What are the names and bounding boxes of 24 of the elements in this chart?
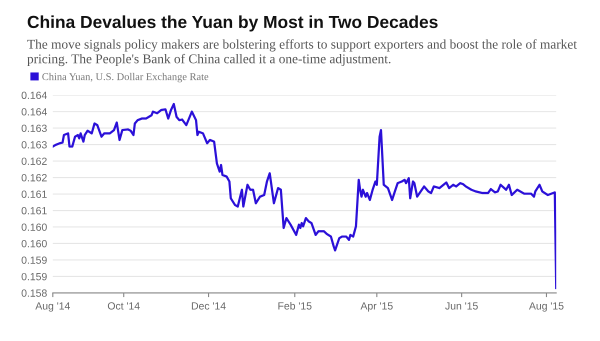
x-tick-label: Apr '15 — [360, 302, 393, 312]
x-tick-label: Aug '14 — [35, 302, 70, 312]
y-tick-label: 0.158 — [22, 289, 47, 297]
y-tick-label: 0.163 — [22, 141, 47, 148]
chart-title: China Devalues the Yuan by Most in Two Decades — [28, 15, 438, 32]
x-tick-label: Dec '14 — [192, 302, 226, 310]
y-tick-label: 0.162 — [22, 174, 47, 182]
legend-label: China Yuan, U.S. Dollar Exchange Rate — [42, 72, 208, 82]
x-tick-label: Aug '15 — [528, 302, 564, 312]
y-tick-label: 0.160 — [22, 240, 47, 248]
chart-subtitle: The move signals policy makers are bolstering efforts to support exporters and boost the role of market pricing. The People's Bank of China called it a one-time adjustment. — [27, 39, 577, 66]
line-series — [52, 102, 556, 290]
y-tick-label: 0.159 — [22, 256, 47, 264]
y-tick-label: 0.164 — [22, 108, 47, 116]
x-tick-label: Oct '14 — [108, 302, 140, 310]
y-tick-label: 0.159 — [22, 272, 47, 280]
y-tick-label: 0.162 — [22, 158, 47, 165]
y-tick-label: 0.160 — [22, 223, 47, 231]
y-tick-label: 0.161 — [22, 207, 47, 214]
y-tick-label: 0.163 — [22, 124, 47, 132]
x-tick-label: Feb '15 — [278, 302, 312, 310]
y-tick-label: 0.164 — [22, 92, 47, 100]
y-tick-label: 0.161 — [22, 190, 47, 198]
x-tick-label: Jun '15 — [445, 302, 478, 310]
